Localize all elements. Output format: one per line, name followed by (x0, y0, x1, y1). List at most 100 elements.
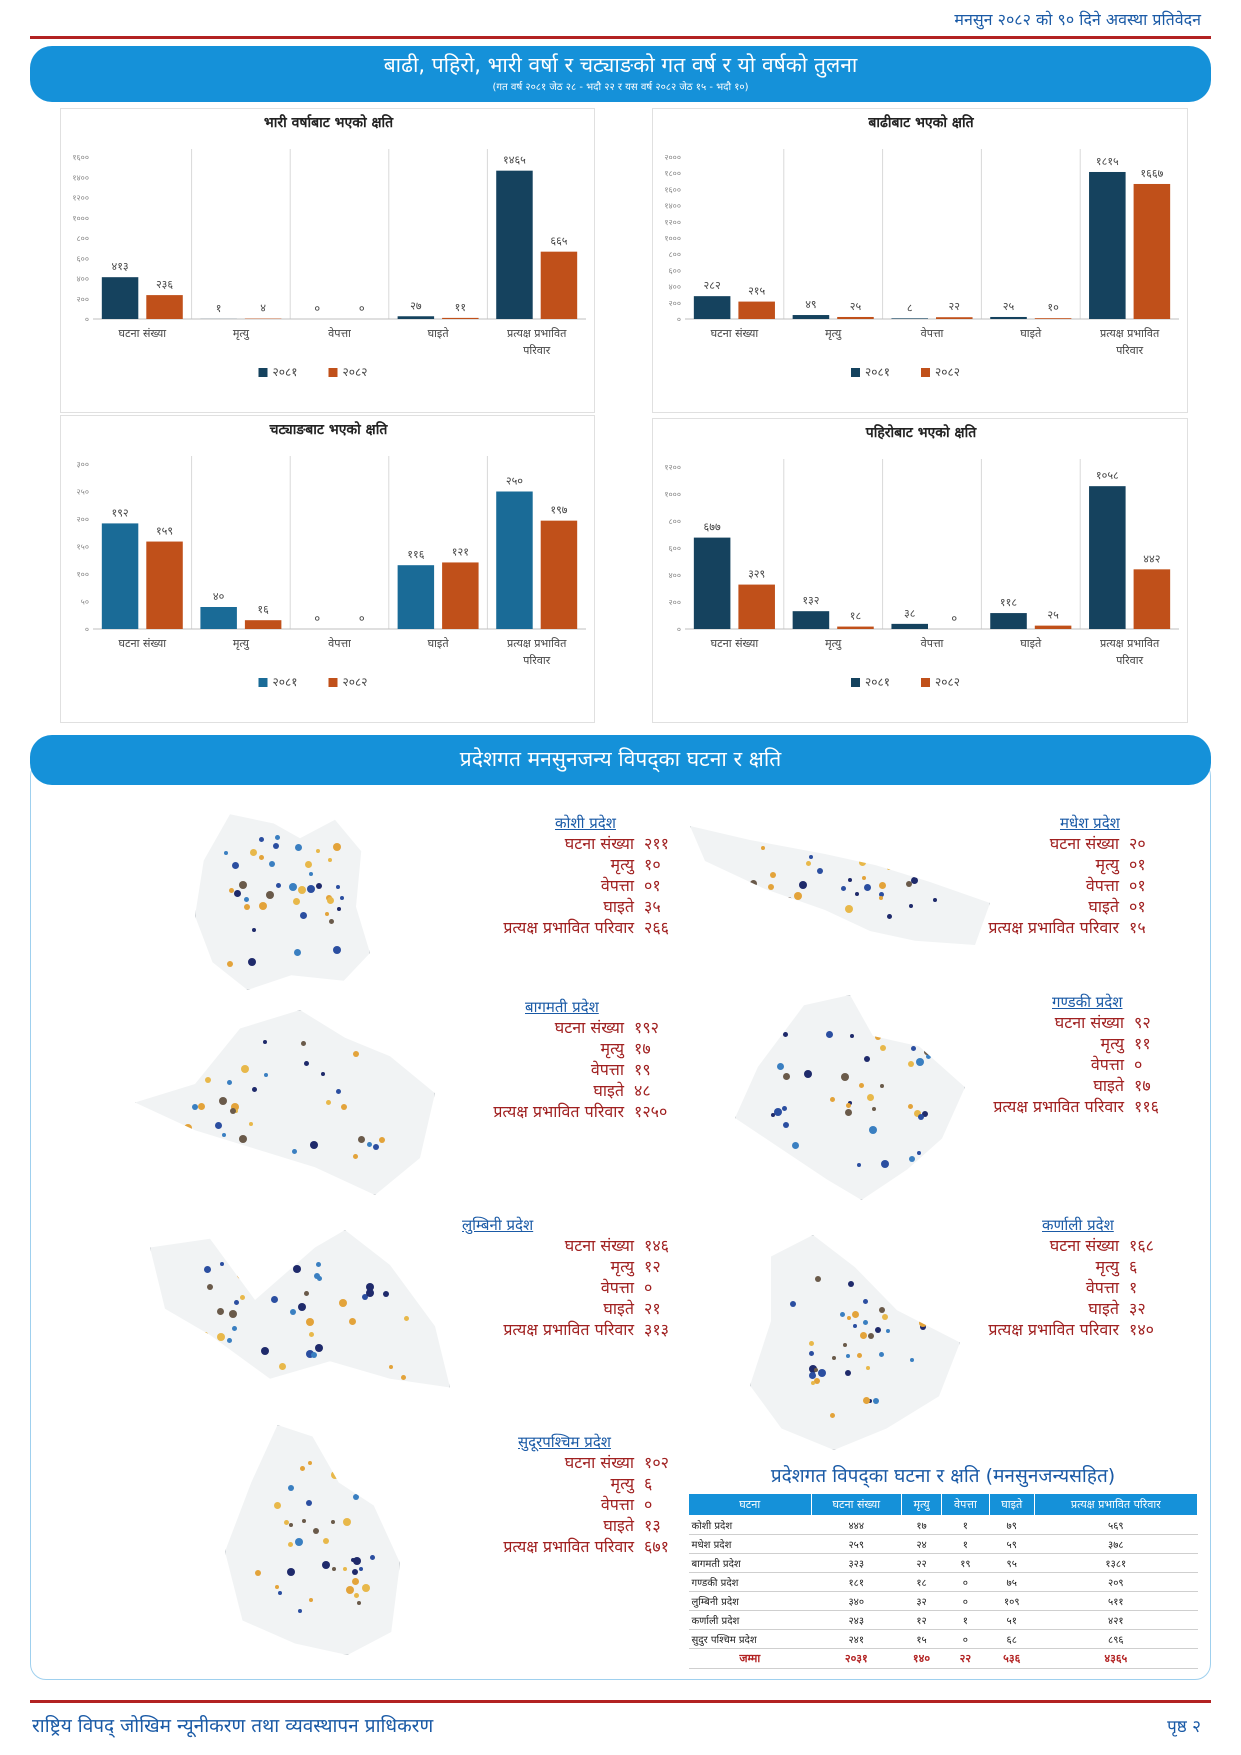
stat-row: प्रत्यक्ष प्रभावित परिवार ११६ (940, 1096, 1170, 1117)
map-incident-dot (343, 1566, 348, 1571)
map-incident-dot (849, 1033, 854, 1038)
map-incident-dot (847, 878, 852, 883)
bar (146, 541, 183, 629)
footer-page-number: पृष्ठ २ (1167, 1717, 1201, 1737)
map-incident-dot (227, 1079, 233, 1085)
legend-swatch (921, 678, 930, 687)
map-incident-dot (321, 1072, 326, 1077)
stat-row: प्रत्यक्ष प्रभावित परिवार १५ (935, 917, 1165, 938)
map-incident-dot (389, 1365, 394, 1370)
province-stats: घटना संख्या १४६ मृत्यु १२ वेपत्ता ० घाइते २१… (450, 1235, 680, 1340)
table-cell: ५९ (989, 1534, 1035, 1554)
table-cell: ७५ (989, 1572, 1035, 1592)
y-tick-label: १६०० (664, 185, 681, 194)
table-cell: १ (941, 1515, 990, 1535)
map-incident-dot (909, 1357, 914, 1362)
table-cell: ५११ (1034, 1591, 1198, 1611)
stat-row: मृत्यु ६ (935, 1256, 1165, 1277)
table-cell: ८९६ (1034, 1629, 1198, 1649)
map-incident-dot (259, 836, 265, 842)
map-incident-dot (286, 1567, 295, 1576)
data-label: ६७७ (704, 521, 721, 534)
stat-label: प्रत्यक्ष प्रभावित परिवार (503, 1320, 634, 1339)
bar (244, 620, 282, 629)
map-incident-dot (326, 896, 334, 904)
table-cell: १ (941, 1534, 990, 1554)
data-label: २७ (410, 299, 422, 312)
data-label: १५९ (156, 525, 173, 538)
stat-label: घटना संख्या (564, 1453, 634, 1472)
map-incident-dot (263, 1073, 268, 1078)
category-label: वेपत्ता (328, 637, 351, 650)
stat-row: घाइते ३२ (935, 1298, 1165, 1319)
table-header: प्रत्यक्ष प्रभावित परिवार (1033, 1493, 1199, 1516)
y-tick-label: १४०० (664, 202, 681, 211)
data-label: ४९ (805, 298, 816, 311)
category-label: वेपत्ता (921, 327, 944, 340)
table-cell: २४१ (811, 1629, 902, 1649)
y-tick-label: १००० (664, 490, 681, 499)
table-cell: २४३ (811, 1610, 902, 1630)
legend-swatch (328, 368, 338, 377)
map-incident-dot (304, 1060, 310, 1066)
legend-label: २०८२ (935, 675, 960, 689)
bar (891, 318, 928, 319)
map-incident-dot (339, 1299, 348, 1308)
data-label: ० (359, 302, 365, 315)
stat-label: प्रत्यक्ष प्रभावित परिवार (988, 1320, 1119, 1339)
table-cell: ५६९ (1034, 1515, 1198, 1535)
stat-value: ०१ (1129, 876, 1146, 895)
y-tick-label: ८०० (669, 250, 681, 259)
map-incident-dot (301, 1041, 307, 1047)
map-incident-dot (879, 891, 885, 897)
category-label: घाइते (1020, 327, 1042, 340)
stat-value: ११ (1134, 1034, 1151, 1053)
map-incident-dot (307, 1461, 312, 1466)
stat-value: ०१ (644, 876, 661, 895)
stat-row: घटना संख्या १६८ (935, 1235, 1165, 1256)
category-label: मृत्यु (825, 637, 842, 650)
bar (200, 607, 237, 629)
map-incident-dot (799, 881, 808, 890)
data-label: २८२ (704, 279, 721, 292)
province-stats: घटना संख्या १६८ मृत्यु ६ वेपत्ता १ घाइते ३२ … (935, 1235, 1165, 1340)
y-tick-label: ६०० (669, 266, 681, 275)
table-cell: ९५ (989, 1553, 1035, 1573)
table-row: गण्डकी प्रदेश १८१ १८ ० ७५ २०९ (688, 1572, 1198, 1592)
y-tick-label: ६०० (669, 544, 681, 553)
map-incident-dot (306, 1499, 313, 1506)
data-label: १०५८ (1096, 469, 1119, 482)
map-incident-dot (839, 1311, 845, 1317)
map-incident-dot (298, 1302, 307, 1311)
stat-value: २१ (644, 1299, 661, 1318)
stat-label: मृत्यु (610, 1257, 635, 1276)
stat-label: घटना संख्या (564, 1236, 634, 1255)
stat-row: वेपत्ता ० (940, 1054, 1170, 1075)
legend-label: २०८१ (865, 675, 890, 689)
stat-row: घटना संख्या २११ (450, 833, 680, 854)
map-incident-dot (378, 1136, 385, 1143)
bar (442, 562, 479, 629)
map-incident-dot (832, 1355, 837, 1360)
province-stats: घटना संख्या २० मृत्यु ०१ वेपत्ता ०१ घाइते ०१… (935, 833, 1165, 938)
map-incident-dot (372, 1143, 379, 1150)
map-incident-dot (294, 1537, 303, 1546)
table-cell: ७९ (989, 1515, 1035, 1535)
map-incident-dot (304, 1291, 310, 1297)
chart-title: पहिरोबाट भएको क्षति (865, 424, 977, 441)
map-incident-dot (322, 1537, 329, 1544)
bar (101, 523, 139, 629)
stat-value: १३ (644, 1516, 661, 1535)
stat-row: मृत्यु ०१ (935, 854, 1165, 875)
map-incident-dot (782, 1072, 790, 1080)
map-incident-dot (275, 883, 281, 889)
stat-value: ३५ (644, 897, 661, 916)
chart-flood: बाढीबाट भएको क्षति ० २०० ४०० ६०० ८०० १००० १२०० १… (652, 108, 1188, 413)
stat-row: घटना संख्या २० (935, 833, 1165, 854)
bar (496, 491, 533, 629)
table-cell: २४ (901, 1534, 942, 1554)
data-label: ० (314, 302, 320, 315)
stat-row: प्रत्यक्ष प्रभावित परिवार २६६ (450, 917, 680, 938)
map-incident-dot (317, 1275, 323, 1281)
table-cell: ६८ (989, 1629, 1035, 1649)
